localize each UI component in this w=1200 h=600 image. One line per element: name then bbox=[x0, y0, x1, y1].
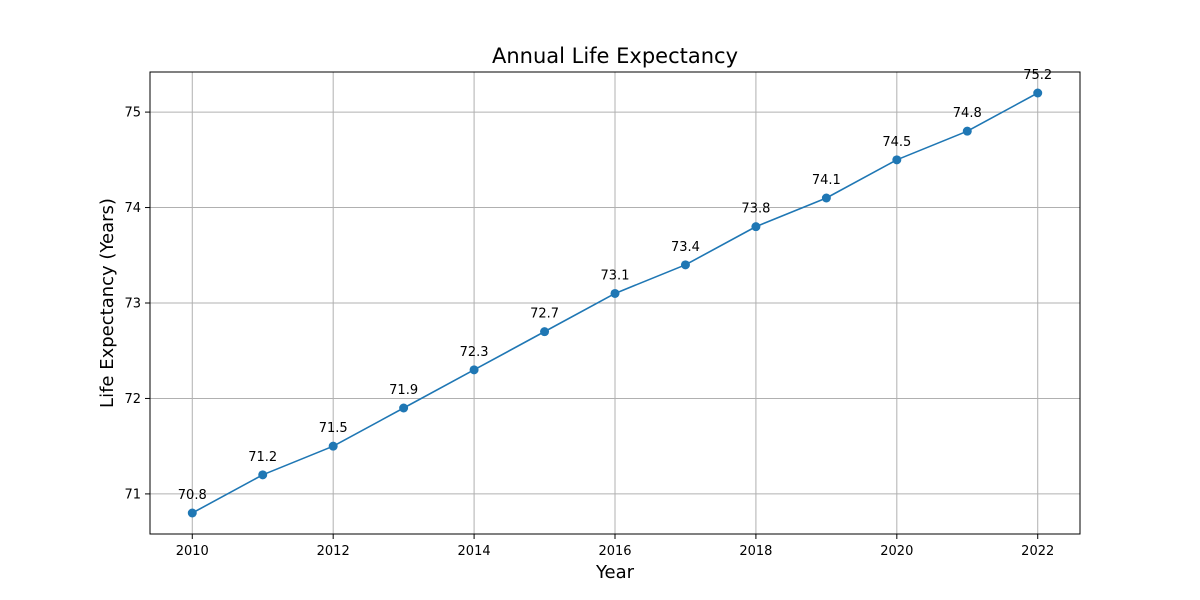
data-point bbox=[258, 470, 268, 480]
x-axis-label: Year bbox=[595, 562, 635, 583]
data-label: 72.7 bbox=[530, 307, 559, 322]
data-point bbox=[751, 222, 761, 232]
data-point bbox=[187, 508, 197, 518]
data-label: 71.5 bbox=[319, 421, 348, 436]
x-tick-label: 2020 bbox=[880, 544, 913, 559]
x-tick-label: 2010 bbox=[176, 544, 209, 559]
data-label: 70.8 bbox=[178, 488, 207, 503]
x-tick-label: 2022 bbox=[1021, 544, 1054, 559]
data-point bbox=[469, 365, 479, 375]
data-label: 74.5 bbox=[882, 135, 911, 150]
series-markers bbox=[187, 88, 1043, 518]
data-label: 74.1 bbox=[812, 173, 841, 188]
data-point bbox=[328, 441, 338, 451]
data-label: 73.1 bbox=[601, 268, 630, 283]
y-tick-label: 71 bbox=[124, 487, 141, 502]
data-label: 71.9 bbox=[389, 383, 418, 398]
y-tick-label: 73 bbox=[124, 297, 141, 312]
y-axis-label: Life Expectancy (Years) bbox=[97, 198, 118, 408]
data-label: 72.3 bbox=[460, 345, 489, 360]
data-point bbox=[1033, 88, 1043, 98]
data-point bbox=[680, 260, 690, 270]
data-label: 75.2 bbox=[1023, 68, 1052, 83]
data-label: 71.2 bbox=[248, 450, 277, 465]
data-label: 73.4 bbox=[671, 240, 700, 255]
data-point bbox=[962, 126, 972, 136]
data-point bbox=[399, 403, 409, 413]
y-tick-label: 75 bbox=[124, 106, 141, 121]
y-tick-label: 72 bbox=[124, 392, 141, 407]
chart-title: Annual Life Expectancy bbox=[492, 44, 738, 68]
data-labels: 70.8 71.2 71.5 71.9 72.3 72.7 73.1 73.4 73.8 74.1… bbox=[178, 68, 1052, 503]
grid bbox=[150, 72, 1080, 534]
x-tick-label: 2014 bbox=[458, 544, 491, 559]
x-axis-ticks: 2010 2012 2014 2016 2018 2020 2022 bbox=[176, 534, 1054, 559]
data-label: 73.8 bbox=[741, 202, 770, 217]
y-tick-label: 74 bbox=[124, 201, 141, 216]
x-tick-label: 2018 bbox=[739, 544, 772, 559]
x-tick-label: 2012 bbox=[317, 544, 350, 559]
data-label: 74.8 bbox=[953, 106, 982, 121]
y-axis-ticks: 71 72 73 74 75 bbox=[124, 106, 150, 502]
data-point bbox=[892, 155, 902, 165]
x-tick-label: 2016 bbox=[598, 544, 631, 559]
data-point bbox=[821, 193, 831, 203]
data-point bbox=[540, 327, 550, 337]
data-point bbox=[610, 288, 620, 298]
